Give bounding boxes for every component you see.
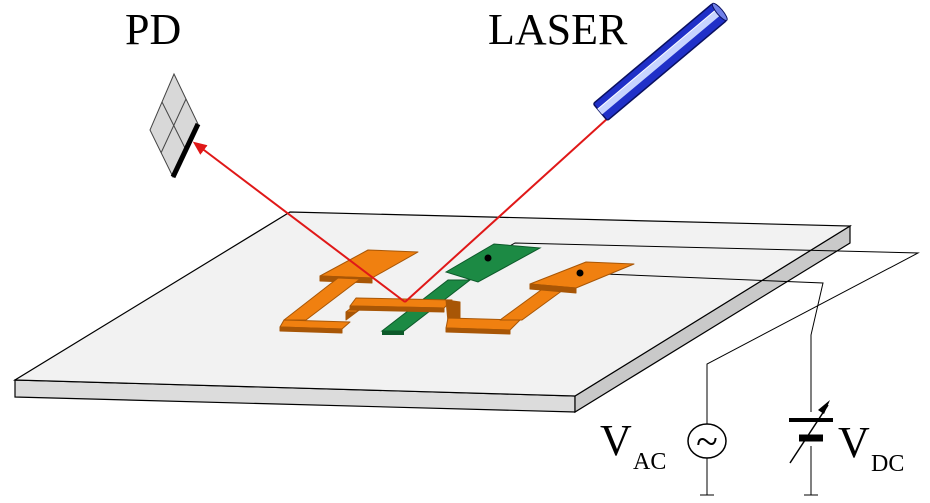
electrode-contact-dot bbox=[576, 269, 584, 277]
photodiode-detector bbox=[149, 72, 201, 179]
laser-source bbox=[593, 2, 728, 121]
dc-voltage-source bbox=[789, 400, 833, 464]
ac-symbol: ~ bbox=[696, 419, 718, 464]
laser-label: LASER bbox=[488, 5, 628, 54]
orange-electrode bbox=[279, 249, 635, 335]
vdc-label: V DC bbox=[838, 418, 904, 477]
vdc-main: V bbox=[838, 418, 870, 467]
vac-subscript: AC bbox=[633, 449, 666, 475]
laser-beam bbox=[192, 117, 609, 303]
vac-label: V AC bbox=[600, 416, 666, 475]
pd-label: PD bbox=[125, 5, 181, 54]
cantilever-contact-dot bbox=[484, 254, 492, 262]
vdc-subscript: DC bbox=[871, 451, 904, 477]
incident-beam bbox=[404, 117, 609, 303]
ac-voltage-source: ~ bbox=[687, 419, 727, 464]
vac-main: V bbox=[600, 416, 632, 465]
reflected-beam-arrow bbox=[192, 141, 406, 303]
